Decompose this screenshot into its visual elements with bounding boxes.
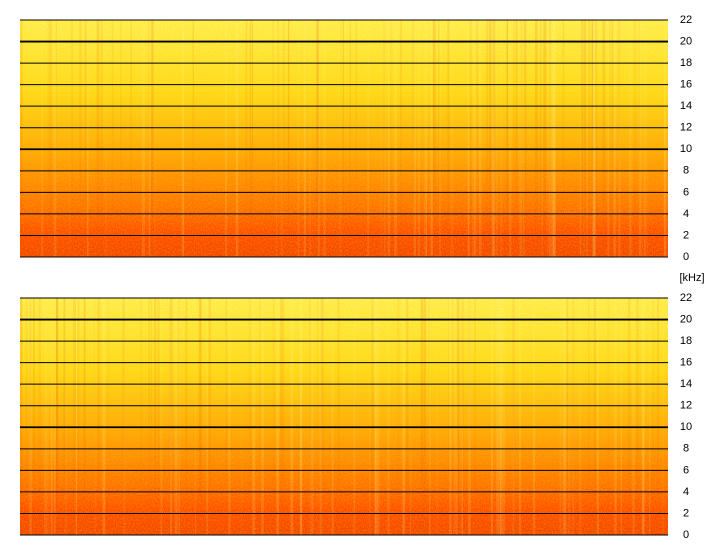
y-tick-label: 8	[683, 443, 689, 455]
y-tick-label: 0	[683, 251, 689, 263]
y-tick-label: 2	[683, 229, 689, 241]
y-tick-label: 8	[683, 165, 689, 177]
y-tick-label: 20	[680, 35, 692, 47]
y-tick-label: 14	[680, 378, 692, 390]
y-tick-label: 18	[680, 57, 692, 69]
y-tick-label: 22	[680, 14, 692, 26]
y-tick-label: 20	[680, 313, 692, 325]
noise-texture	[20, 20, 668, 257]
y-tick-label: 18	[680, 335, 692, 347]
y-tick-label: 10	[680, 421, 692, 433]
y-tick-label: 16	[680, 79, 692, 91]
y-tick-label: 6	[683, 464, 689, 476]
y-tick-label: 6	[683, 186, 689, 198]
y-tick-label: 12	[680, 400, 692, 412]
y-tick-label: 4	[683, 486, 689, 498]
y-tick-label: 10	[680, 143, 692, 155]
y-tick-label: 0	[683, 529, 689, 541]
y-tick-label: 16	[680, 357, 692, 369]
y-tick-label: 4	[683, 208, 689, 220]
noise-texture	[20, 298, 668, 535]
y-axis-unit: [kHz]	[679, 272, 704, 284]
y-tick-label: 22	[680, 292, 692, 304]
y-tick-label: 14	[680, 100, 692, 112]
y-tick-label: 2	[683, 507, 689, 519]
y-tick-label: 12	[680, 122, 692, 134]
